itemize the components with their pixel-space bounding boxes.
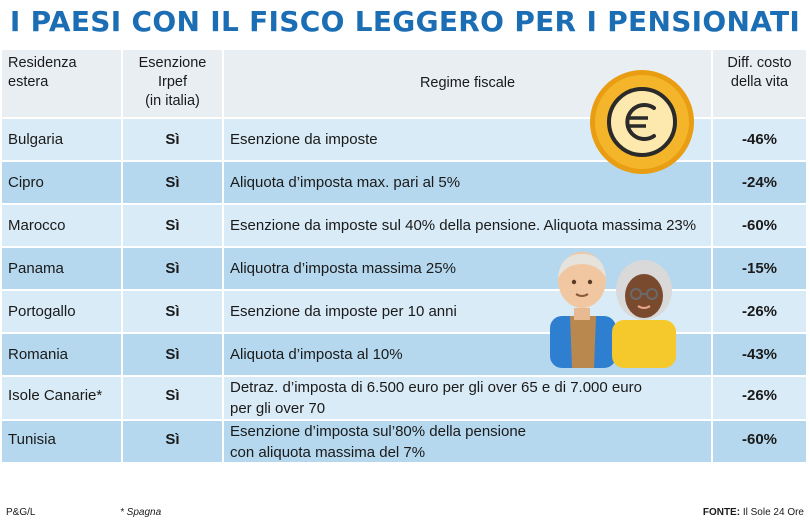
table-row-country: Marocco	[2, 205, 121, 248]
header-diff-label: Diff. costo della vita	[727, 55, 792, 90]
table-row-regime-text: Esenzione d’imposta sul’80% della pensio…	[230, 422, 527, 461]
table-row-diff: -24%	[713, 162, 806, 205]
table-row-diff: -26%	[713, 291, 806, 334]
table-row-country: Tunisia	[2, 421, 121, 464]
table-row-regime: Esenzione da imposte sul 40% della pensi…	[224, 205, 711, 248]
table-row-regime: Esenzione d’imposta sul’80% della pensio…	[224, 421, 711, 464]
euro-coin-icon	[590, 70, 694, 174]
table-row-country: Panama	[2, 248, 121, 291]
credit-label: P&G/L	[6, 507, 36, 518]
table-row-country: Bulgaria	[2, 119, 121, 162]
table-row-irpef: Sì	[123, 421, 222, 464]
table-row-irpef: Sì	[123, 334, 222, 377]
table-row-country: Romania	[2, 334, 121, 377]
source-label: FONTE: Il Sole 24 Ore	[703, 507, 804, 518]
table-row-diff: -60%	[713, 421, 806, 464]
table-row-country: Portogallo	[2, 291, 121, 334]
table-row-regime-text: Detraz. d’imposta di 6.500 euro per gli …	[230, 379, 642, 417]
table-row-irpef: Sì	[123, 205, 222, 248]
header-esenzione: Esenzione Irpef (in italia)	[123, 50, 222, 119]
table-row-irpef: Sì	[123, 248, 222, 291]
header-residenza: Residenza estera	[2, 50, 121, 119]
header-residenza-label: Residenza estera	[8, 55, 77, 90]
source-prefix: FONTE:	[702, 507, 741, 518]
table-row-diff: -46%	[713, 119, 806, 162]
elderly-couple-icon	[550, 252, 676, 368]
header-diff: Diff. costo della vita	[713, 50, 806, 119]
table-row-diff: -60%	[713, 205, 806, 248]
table-row-regime: Detraz. d’imposta di 6.500 euro per gli …	[224, 377, 711, 421]
header-regime-label: Regime fiscale	[419, 75, 516, 91]
table-row-diff: -26%	[713, 377, 806, 421]
page-title: I PAESI CON IL FISCO LEGGERO PER I PENSI…	[9, 5, 801, 38]
table-row-irpef: Sì	[123, 377, 222, 421]
table-row-country: Cipro	[2, 162, 121, 205]
table-row-diff: -15%	[713, 248, 806, 291]
table-row-country: Isole Canarie*	[2, 377, 121, 421]
table-row-diff: -43%	[713, 334, 806, 377]
footnote: * Spagna	[120, 507, 162, 518]
header-esenzione-label: Esenzione Irpef (in italia)	[138, 55, 207, 109]
table-row-irpef: Sì	[123, 119, 222, 162]
source-name: Il Sole 24 Ore	[742, 507, 804, 518]
table-row-irpef: Sì	[123, 291, 222, 334]
tax-table: Residenza estera Esenzione Irpef (in ita…	[2, 50, 806, 504]
table-row-irpef: Sì	[123, 162, 222, 205]
